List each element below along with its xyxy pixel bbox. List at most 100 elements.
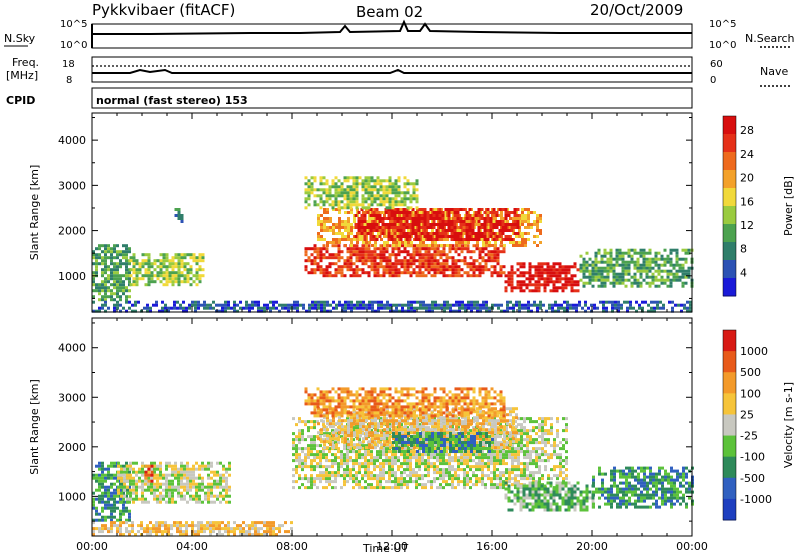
data-cell: [438, 232, 442, 235]
data-cell: [328, 191, 332, 195]
data-cell: [457, 253, 461, 257]
data-cell: [194, 300, 197, 304]
data-cell: [423, 232, 427, 235]
data-cell: [328, 203, 332, 207]
data-cell: [340, 191, 344, 195]
data-cell: [399, 235, 403, 238]
data-cell: [331, 185, 335, 189]
data-cell: [119, 509, 122, 513]
data-cell: [522, 283, 526, 287]
data-cell: [391, 456, 394, 460]
data-cell: [458, 300, 461, 304]
data-cell: [180, 473, 183, 477]
data-cell: [370, 268, 374, 272]
data-cell: [116, 271, 119, 275]
data-cell: [433, 471, 436, 475]
data-cell: [412, 268, 416, 272]
data-cell: [675, 269, 679, 273]
data-cell: [361, 200, 365, 204]
data-cell: [512, 306, 515, 310]
data-cell: [404, 303, 407, 307]
data-cell: [415, 483, 418, 487]
data-cell: [499, 274, 503, 278]
data-cell: [481, 268, 485, 272]
data-cell: [402, 232, 406, 235]
data-cell: [675, 275, 679, 279]
data-cell: [159, 268, 163, 272]
data-cell: [485, 309, 488, 313]
data-cell: [251, 303, 254, 307]
data-cell: [375, 223, 379, 226]
data-cell: [366, 211, 370, 214]
data-cell: [225, 476, 228, 480]
data-cell: [579, 254, 583, 258]
data-cell: [406, 197, 410, 201]
data-cell: [313, 244, 317, 248]
data-cell: [319, 462, 322, 466]
data-cell: [340, 486, 343, 490]
data-cell: [225, 479, 228, 483]
data-cell: [474, 238, 478, 241]
data-cell: [494, 244, 497, 247]
data-cell: [301, 462, 304, 466]
data-cell: [387, 211, 391, 214]
data-cell: [675, 248, 679, 252]
data-cell: [360, 208, 364, 211]
data-cell: [441, 226, 445, 229]
data-cell: [319, 256, 323, 260]
data-cell: [489, 220, 493, 223]
data-cell: [320, 235, 323, 238]
data-cell: [113, 256, 116, 260]
data-cell: [582, 260, 586, 264]
data-cell: [456, 235, 460, 238]
data-cell: [481, 247, 485, 251]
data-cell: [92, 283, 95, 287]
data-cell: [584, 300, 587, 304]
data-cell: [257, 309, 260, 313]
data-cell: [504, 211, 508, 214]
data-cell: [484, 268, 488, 272]
data-cell: [135, 494, 138, 498]
data-cell: [101, 473, 104, 477]
data-cell: [328, 256, 332, 260]
data-cell: [501, 229, 505, 232]
data-cell: [201, 253, 205, 257]
data-cell: [307, 453, 310, 457]
data-cell: [439, 459, 442, 463]
data-cell: [349, 459, 352, 463]
data-cell: [343, 477, 346, 481]
data-cell: [478, 480, 481, 484]
data-cell: [116, 280, 119, 284]
data-cell: [263, 306, 266, 310]
data-cell: [416, 306, 419, 310]
data-cell: [424, 259, 428, 263]
data-cell: [313, 176, 317, 180]
data-cell: [403, 477, 406, 481]
data-cell: [183, 467, 186, 471]
data-cell: [367, 244, 371, 248]
data-cell: [386, 303, 389, 307]
data-cell: [388, 468, 391, 472]
data-cell: [167, 309, 170, 313]
data-cell: [436, 456, 439, 460]
data-cell: [337, 435, 340, 439]
data-cell: [325, 271, 329, 275]
data-cell: [543, 277, 547, 281]
data-cell: [369, 214, 373, 217]
data-cell: [377, 211, 380, 214]
data-cell: [135, 280, 139, 284]
data-cell: [458, 244, 461, 247]
data-cell: [611, 306, 614, 310]
data-cell: [174, 467, 177, 471]
data-cell: [347, 303, 350, 307]
data-cell: [92, 506, 95, 510]
data-cell: [415, 456, 418, 460]
data-cell: [423, 208, 427, 211]
data-cell: [438, 235, 442, 238]
data-cell: [349, 447, 352, 451]
data-cell: [444, 229, 448, 232]
data-cell: [654, 263, 658, 267]
data-cell: [496, 271, 500, 275]
data-cell: [388, 435, 391, 439]
data-cell: [150, 482, 153, 486]
